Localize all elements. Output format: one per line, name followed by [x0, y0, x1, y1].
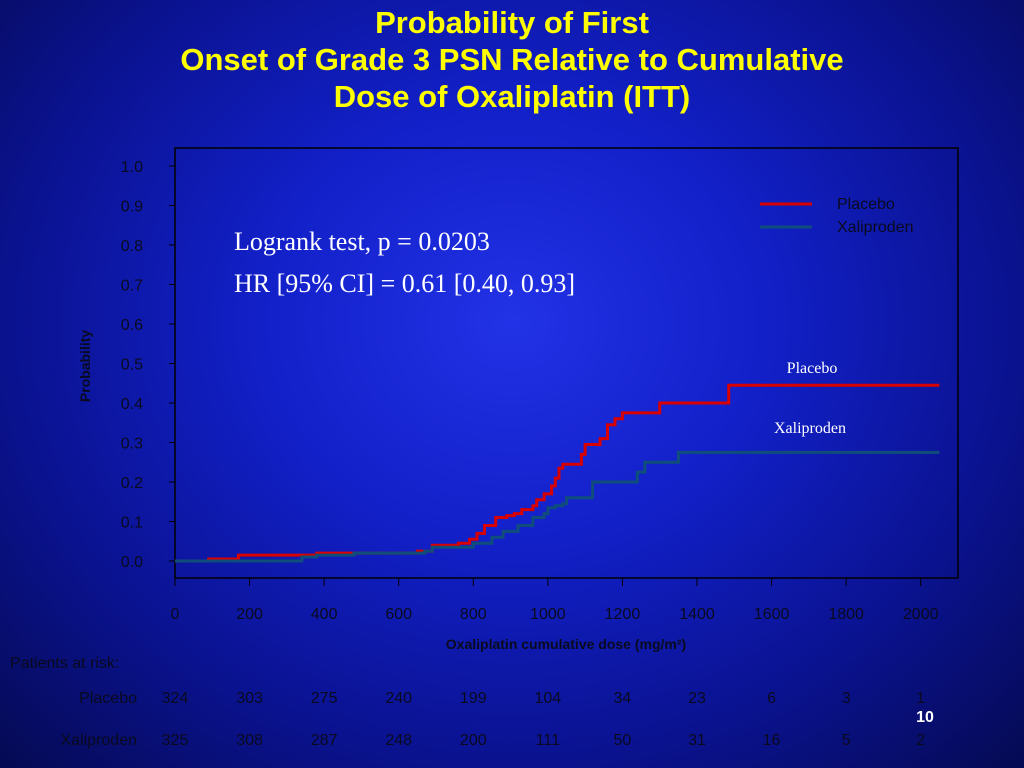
legend-label-placebo: Placebo [837, 196, 895, 213]
series-line-xaliproden [175, 450, 940, 563]
y-axis: 0.0 0.1 0.2 0.3 0.4 0.5 0.6 0.7 0.8 0.9 1.0 [121, 159, 175, 571]
legend: Placebo Xaliproden [760, 196, 914, 236]
risk-value: 308 [236, 732, 263, 749]
risk-value: 111 [535, 732, 560, 749]
risk-value: 1 [916, 690, 926, 707]
risk-value: 31 [688, 732, 706, 749]
x-tick-label: 800 [460, 606, 487, 623]
risk-value: 2 [916, 732, 926, 749]
series-lines [175, 383, 940, 563]
risk-value: 3 [841, 690, 851, 707]
hr-annotation: HR [95% CI] = 0.61 [0.40, 0.93] [234, 269, 575, 298]
x-axis: 0 200 400 600 800 1000 1200 1400 1600 1800 2000 [171, 578, 939, 623]
risk-value: 104 [534, 690, 562, 707]
y-axis-title: Probability [77, 330, 93, 403]
x-tick-label: 1200 [605, 606, 641, 623]
title-line-3: Dose of Oxaliplatin (ITT) [333, 79, 691, 114]
x-tick-label: 1400 [679, 606, 715, 623]
y-tick-label: 0.9 [121, 199, 143, 216]
page-number: 10 [916, 709, 934, 726]
risk-value: 240 [385, 690, 413, 707]
risk-value: 34 [613, 690, 632, 707]
risk-value: 275 [310, 690, 338, 707]
y-tick-label: 0.1 [121, 515, 143, 532]
curve-label-xaliproden: Xaliproden [774, 420, 846, 437]
risk-row-label-xaliproden: Xaliproden [60, 732, 138, 749]
x-tick-label: 2000 [903, 606, 939, 623]
y-tick-label: 0.0 [121, 554, 143, 571]
series-line-placebo [175, 383, 940, 563]
title-line-2: Onset of Grade 3 PSN Relative to Cumulat… [180, 42, 844, 77]
risk-value: 200 [459, 732, 487, 749]
curve-label-placebo: Placebo [787, 360, 838, 377]
risk-value: 248 [385, 732, 413, 749]
y-tick-label: 0.7 [121, 278, 143, 295]
risk-value: 324 [161, 690, 189, 707]
risk-value: 287 [310, 732, 338, 749]
y-tick-label: 1.0 [121, 159, 143, 176]
risk-value: 50 [613, 732, 632, 749]
x-tick-label: 1800 [828, 606, 864, 623]
y-tick-label: 0.3 [121, 436, 143, 453]
y-tick-label: 0.2 [121, 475, 143, 492]
slide-title: Probability of First Onset of Grade 3 PS… [0, 4, 1024, 115]
y-tick-label: 0.6 [121, 317, 143, 334]
x-tick-label: 1600 [754, 606, 790, 623]
risk-value: 6 [767, 690, 777, 707]
x-tick-label: 600 [385, 606, 412, 623]
y-tick-label: 0.8 [121, 238, 143, 255]
risk-value: 5 [841, 732, 851, 749]
x-tick-label: 200 [236, 606, 263, 623]
y-tick-label: 0.5 [121, 357, 143, 374]
risk-value: 23 [688, 690, 706, 707]
x-tick-label: 0 [171, 606, 180, 623]
risk-value: 325 [161, 732, 189, 749]
risk-value: 199 [459, 690, 487, 707]
legend-label-xaliproden: Xaliproden [837, 219, 914, 236]
risk-table-header: Patients at risk: [10, 655, 120, 672]
x-tick-label: 400 [311, 606, 338, 623]
risk-value: 303 [236, 690, 263, 707]
y-tick-label: 0.4 [121, 396, 143, 413]
logrank-annotation: Logrank test, p = 0.0203 [234, 227, 490, 256]
title-line-1: Probability of First [375, 5, 649, 40]
x-tick-label: 1000 [530, 606, 566, 623]
x-axis-title: Oxaliplatin cumulative dose (mg/m²) [446, 636, 686, 652]
risk-value: 16 [762, 732, 781, 749]
risk-row-label-placebo: Placebo [79, 690, 137, 707]
